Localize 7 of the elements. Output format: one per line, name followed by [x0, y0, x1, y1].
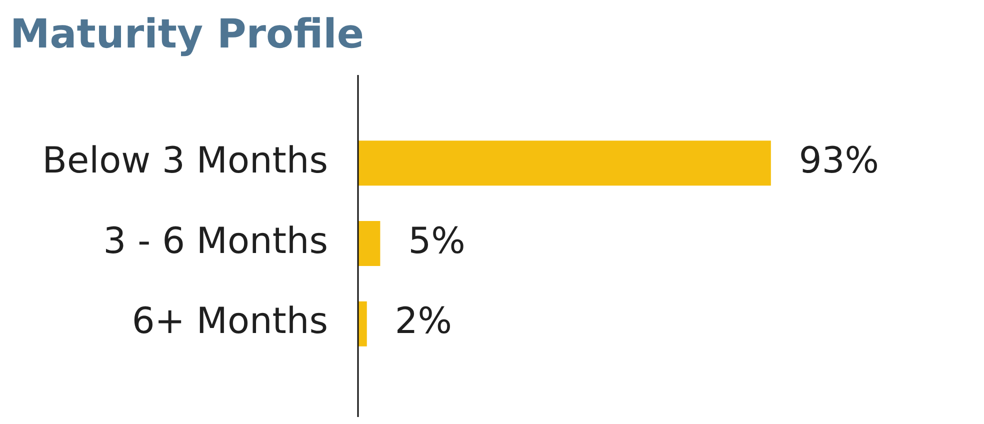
y-tick-label: Below 3 Months: [42, 140, 328, 182]
y-tick-label: 3 - 6 Months: [103, 220, 328, 262]
data-label: 2%: [394, 301, 452, 342]
data-label: 5%: [408, 220, 466, 262]
chart-title: Maturity Profile: [10, 11, 364, 58]
data-label: 93%: [798, 140, 879, 182]
y-tick-label: 6+ Months: [132, 301, 328, 342]
